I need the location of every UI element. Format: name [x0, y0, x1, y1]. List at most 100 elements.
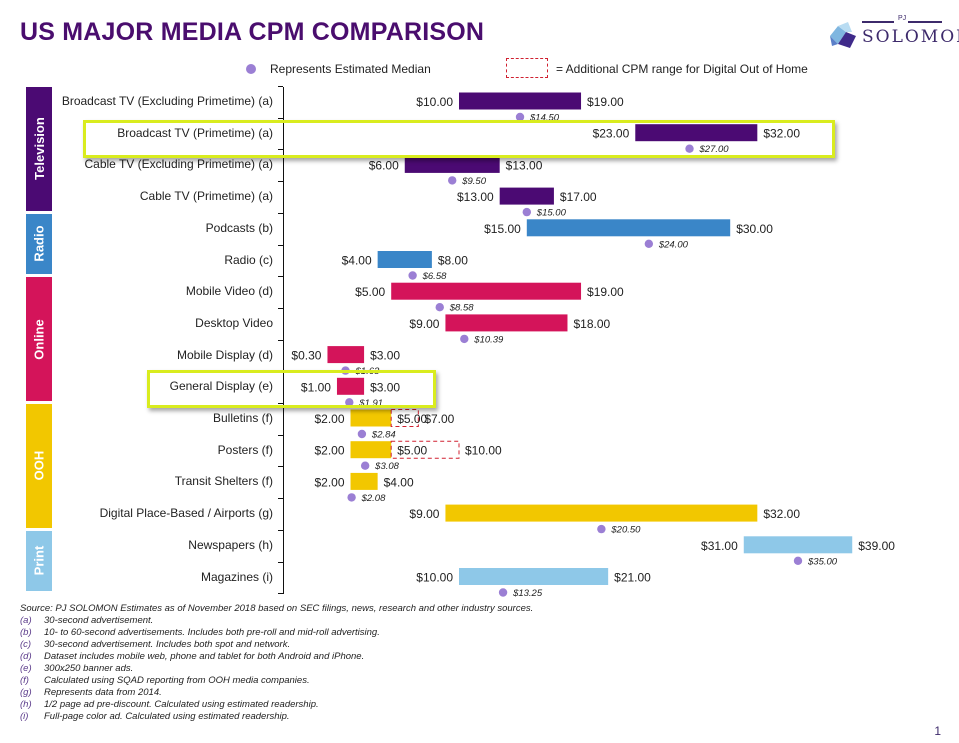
y-axis-tick — [278, 561, 283, 563]
high-value-label: $32.00 — [763, 127, 800, 141]
dooh-range-box — [390, 409, 419, 427]
footnote-text: Full-page color ad. Calculated using est… — [44, 711, 290, 722]
range-bar — [743, 536, 853, 554]
row-label: Magazines (i) — [200, 569, 273, 584]
page-number: 1 — [934, 724, 941, 738]
row-label: Transit Shelters (f) — [174, 474, 273, 489]
low-value-label: $10.00 — [416, 95, 453, 109]
low-value-label: $2.00 — [314, 412, 344, 426]
median-dot — [793, 556, 803, 565]
median-legend-label: Represents Estimated Median — [270, 62, 431, 76]
median-value-label: $3.08 — [374, 461, 399, 472]
median-dot — [515, 112, 525, 122]
row-label: Radio (c) — [224, 252, 273, 267]
range-bar — [350, 441, 392, 459]
footnote: (d) Dataset includes mobile web, phone an… — [20, 651, 533, 663]
range-bar — [404, 155, 500, 173]
row-label: Newspapers (h) — [188, 537, 273, 552]
high-value-label: $17.00 — [560, 190, 597, 204]
range-bar — [377, 251, 432, 268]
median-dot — [522, 207, 531, 217]
low-value-label: $31.00 — [701, 539, 738, 553]
range-bar — [526, 219, 731, 237]
y-axis-tick — [278, 181, 283, 183]
row-label: General Display (e) — [169, 379, 273, 394]
row-label: Cable TV (Excluding Primetime) (a) — [84, 157, 273, 172]
category-band-radio: Radio — [26, 213, 52, 275]
low-value-label: $0.30 — [291, 349, 321, 363]
median-dot — [360, 461, 370, 470]
median-dot — [357, 429, 367, 439]
high-value-label: $13.00 — [506, 158, 543, 172]
row-label: Desktop Video — [195, 315, 273, 330]
dooh-start-label: $5.00 — [397, 444, 427, 458]
y-axis-tick — [278, 498, 283, 500]
row-label: Cable TV (Primetime) (a) — [139, 189, 273, 204]
y-axis-tick — [278, 529, 283, 531]
footnote-key: (c) — [20, 639, 32, 650]
median-legend-icon — [246, 64, 256, 74]
y-axis-tick — [278, 593, 283, 595]
footnote-text: 30-second advertisement. Includes both s… — [44, 639, 291, 650]
footnote-key: (f) — [20, 675, 29, 686]
median-value-label: $10.39 — [473, 334, 504, 345]
low-value-label: $23.00 — [593, 127, 630, 141]
median-value-label: $24.00 — [658, 239, 689, 250]
low-value-label: $13.00 — [457, 190, 494, 204]
low-value-label: $1.00 — [301, 380, 331, 394]
y-axis-tick — [278, 307, 283, 309]
footnote-key: (b) — [20, 627, 32, 638]
range-bar — [391, 282, 582, 300]
range-bar — [459, 92, 582, 110]
highlight-box — [147, 370, 436, 408]
range-bar — [350, 409, 392, 427]
footnote-text: Dataset includes mobile web, phone and t… — [44, 651, 365, 662]
logo-rule-left — [862, 21, 894, 23]
high-value-label: $8.00 — [438, 254, 468, 268]
low-value-label: $5.00 — [355, 285, 385, 299]
median-value-label: $9.50 — [461, 176, 486, 187]
low-value-label: $15.00 — [484, 222, 521, 236]
median-value-label: $27.00 — [699, 144, 730, 155]
range-bar — [336, 377, 365, 395]
high-value-label: $39.00 — [858, 539, 895, 553]
footnote: (b) 10- to 60-second advertisements. Incl… — [20, 627, 533, 639]
category-band-ooh: OOH — [26, 404, 52, 528]
y-axis-tick — [278, 86, 283, 87]
footnote-key: (a) — [20, 615, 32, 626]
high-value-label: $19.00 — [587, 95, 624, 109]
y-axis-tick — [278, 339, 283, 341]
dooh-range-box — [390, 440, 460, 459]
footnote: (c) 30-second advertisement. Includes bot… — [20, 639, 533, 651]
footnote-key: (e) — [20, 663, 32, 674]
high-value-label: $3.00 — [370, 380, 400, 394]
high-value-label: $32.00 — [763, 507, 800, 521]
high-value-label: $18.00 — [573, 317, 610, 331]
high-value-label: $3.00 — [370, 349, 400, 363]
footnote-text: 300x250 banner ads. — [44, 663, 134, 674]
median-dot — [448, 176, 457, 185]
median-dot — [408, 271, 417, 280]
row-label: Posters (f) — [217, 442, 273, 457]
footnote-text: 10- to 60-second advertisements. Include… — [44, 627, 380, 638]
footnote: (a) 30-second advertisement. — [20, 615, 533, 627]
median-dot — [498, 588, 508, 597]
low-value-label: $2.00 — [314, 444, 344, 458]
median-dot — [347, 493, 356, 502]
low-value-label: $4.00 — [342, 254, 372, 268]
range-bar — [459, 568, 609, 585]
range-bar — [445, 504, 758, 522]
logo-mark-icon — [830, 22, 856, 48]
row-label: Digital Place-Based / Airports (g) — [99, 506, 273, 521]
median-dot — [685, 144, 694, 153]
median-dot — [597, 524, 606, 534]
y-axis-tick — [278, 276, 283, 278]
high-value-label: $7.00 — [424, 412, 454, 426]
low-value-label: $9.00 — [409, 317, 439, 331]
category-band-television: Television — [26, 87, 52, 211]
high-value-label: $4.00 — [384, 475, 414, 489]
row-label: Bulletins (f) — [212, 411, 273, 425]
footnote-key: (i) — [20, 711, 29, 722]
low-value-label: $2.00 — [314, 475, 344, 489]
high-value-label: $19.00 — [587, 285, 624, 299]
